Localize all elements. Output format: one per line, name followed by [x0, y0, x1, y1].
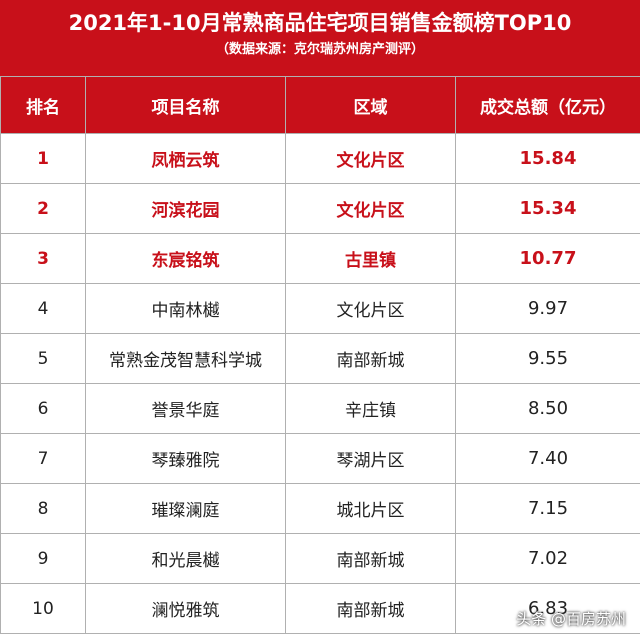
table-row: 1 凤栖云筑 文化片区 15.84: [0, 133, 640, 184]
amount-cell: 9.97: [455, 283, 640, 334]
project-name-cell: 东宸铭筑: [85, 233, 286, 284]
table-row: 2 河滨花园 文化片区 15.34: [0, 183, 640, 234]
rank-cell: 9: [0, 533, 86, 584]
table-row: 8 璀璨澜庭 城北片区 7.15: [0, 483, 640, 534]
project-name-cell: 凤栖云筑: [85, 133, 286, 184]
amount-cell: 7.02: [455, 533, 640, 584]
column-header-rank: 排名: [0, 76, 86, 134]
table-row: 9 和光晨樾 南部新城 7.02: [0, 533, 640, 584]
ranking-table: 排名 项目名称 区域 成交总额（亿元） 1 凤栖云筑 文化片区 15.84 2 河滨花园文…: [0, 76, 640, 634]
amount-cell: 15.34: [455, 183, 640, 234]
rank-cell: 8: [0, 483, 86, 534]
project-name-cell: 河滨花园: [85, 183, 286, 234]
area-cell: 文化片区: [285, 283, 456, 334]
watermark: 头条 @百房苏州: [516, 610, 626, 628]
table-row: 6 誉景华庭 辛庄镇 8.50: [0, 383, 640, 434]
amount-cell: 7.15: [455, 483, 640, 534]
project-name-cell: 誉景华庭: [85, 383, 286, 434]
table-row: 5 常熟金茂智慧科学城 南部新城 9.55: [0, 333, 640, 384]
table-row: 7 琴臻雅院 琴湖片区 7.40: [0, 433, 640, 484]
rank-cell: 4: [0, 283, 86, 334]
column-header-area: 区域: [285, 76, 456, 134]
rank-cell: 3: [0, 233, 86, 284]
area-cell: 琴湖片区: [285, 433, 456, 484]
table-header-banner: 2021年1-10月常熟商品住宅项目销售金额榜TOP10 （数据来源：克尔瑞苏州…: [0, 0, 640, 76]
area-cell: 文化片区: [285, 133, 456, 184]
area-cell: 南部新城: [285, 333, 456, 384]
table-row: 10 澜悦雅筑 南部新城 6.83: [0, 583, 640, 634]
data-source-note: （数据来源：克尔瑞苏州房产测评）: [215, 42, 424, 57]
column-header-project: 项目名称: [85, 76, 286, 134]
project-name-cell: 璀璨澜庭: [85, 483, 286, 534]
amount-cell: 7.40: [455, 433, 640, 484]
rank-cell: 10: [0, 583, 86, 634]
amount-cell: 6.83: [455, 583, 640, 634]
column-header-row: 排名 项目名称 区域 成交总额（亿元）: [0, 76, 640, 134]
project-name-cell: 常熟金茂智慧科学城: [85, 333, 286, 384]
rank-cell: 7: [0, 433, 86, 484]
amount-cell: 10.77: [455, 233, 640, 284]
amount-cell: 15.84: [455, 133, 640, 184]
area-cell: 城北片区: [285, 483, 456, 534]
page-title: 2021年1-10月常熟商品住宅项目销售金额榜TOP10: [68, 11, 572, 35]
area-cell: 辛庄镇: [285, 383, 456, 434]
amount-cell: 8.50: [455, 383, 640, 434]
project-name-cell: 澜悦雅筑: [85, 583, 286, 634]
rank-cell: 1: [0, 133, 86, 184]
table-row: 4 中南林樾 文化片区 9.97: [0, 283, 640, 334]
rank-cell: 6: [0, 383, 86, 434]
project-name-cell: 琴臻雅院: [85, 433, 286, 484]
table-row: 3 东宸铭筑 古里镇 10.77: [0, 233, 640, 284]
area-cell: 南部新城: [285, 533, 456, 584]
area-cell: 文化片区: [285, 183, 456, 234]
rank-cell: 2: [0, 183, 86, 234]
rank-cell: 5: [0, 333, 86, 384]
area-cell: 古里镇: [285, 233, 456, 284]
column-header-amount: 成交总额（亿元）: [455, 76, 640, 134]
amount-cell: 9.55: [455, 333, 640, 384]
project-name-cell: 中南林樾: [85, 283, 286, 334]
project-name-cell: 和光晨樾: [85, 533, 286, 584]
area-cell: 南部新城: [285, 583, 456, 634]
